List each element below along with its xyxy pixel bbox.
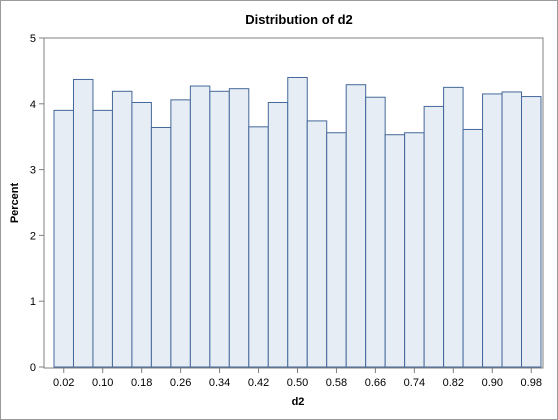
histogram-bar [326, 132, 347, 368]
histogram-bar [306, 120, 328, 368]
histogram-bar [228, 88, 250, 368]
x-tick-label: 0.02 [53, 377, 74, 389]
histogram-bar [404, 132, 425, 368]
histogram-bar [72, 78, 94, 368]
x-tick-label: 0.42 [248, 377, 269, 389]
histogram-bar [521, 96, 542, 368]
histogram-bar [92, 109, 113, 368]
x-axis: 0.02 0.10 0.18 0.26 0.34 0.42 0.50 0.58 0.66 0.74… [53, 368, 542, 389]
y-tick-label: 3 [30, 165, 36, 177]
histogram-bar [53, 109, 74, 368]
x-tick-label: 0.58 [326, 377, 347, 389]
histogram-bar [248, 126, 269, 368]
histogram-bar [365, 96, 386, 368]
histogram-bar [384, 134, 406, 368]
x-tick-label: 0.74 [404, 377, 425, 389]
y-tick-label: 2 [30, 230, 36, 242]
x-tick-label: 0.66 [365, 377, 386, 389]
y-axis-label: Percent [9, 182, 21, 223]
histogram-bar [462, 128, 484, 368]
histogram-bar [209, 90, 230, 368]
histogram-bar [423, 105, 445, 368]
x-tick-label: 0.10 [92, 377, 113, 389]
histogram-bar [170, 99, 191, 368]
histogram-bar [189, 85, 211, 368]
bars-group [53, 76, 542, 368]
chart-title: Distribution of d2 [245, 12, 353, 27]
histogram-bar [150, 126, 172, 368]
histogram-bar [345, 84, 367, 368]
histogram-bar [131, 101, 152, 368]
histogram-bar [482, 93, 503, 368]
y-tick-label: 0 [30, 362, 36, 374]
histogram-bar [501, 91, 523, 368]
x-tick-label: 0.34 [209, 377, 230, 389]
x-tick-label: 0.82 [443, 377, 464, 389]
x-tick-label: 0.90 [482, 377, 503, 389]
histogram-bar [111, 90, 133, 368]
y-tick-label: 1 [30, 296, 36, 308]
histogram-bar [443, 86, 464, 368]
x-tick-label: 0.50 [287, 377, 308, 389]
histogram-bar [287, 76, 308, 368]
y-tick-label: 5 [30, 33, 36, 45]
x-axis-label: d2 [292, 396, 305, 408]
plot-area [43, 37, 544, 369]
x-tick-label: 0.18 [131, 377, 152, 389]
histogram-bar [267, 101, 289, 368]
y-tick-label: 4 [30, 99, 36, 111]
x-tick-label: 0.26 [170, 377, 191, 389]
x-tick-label: 0.98 [521, 377, 542, 389]
y-axis: 0 1 2 3 4 5 [30, 33, 44, 374]
